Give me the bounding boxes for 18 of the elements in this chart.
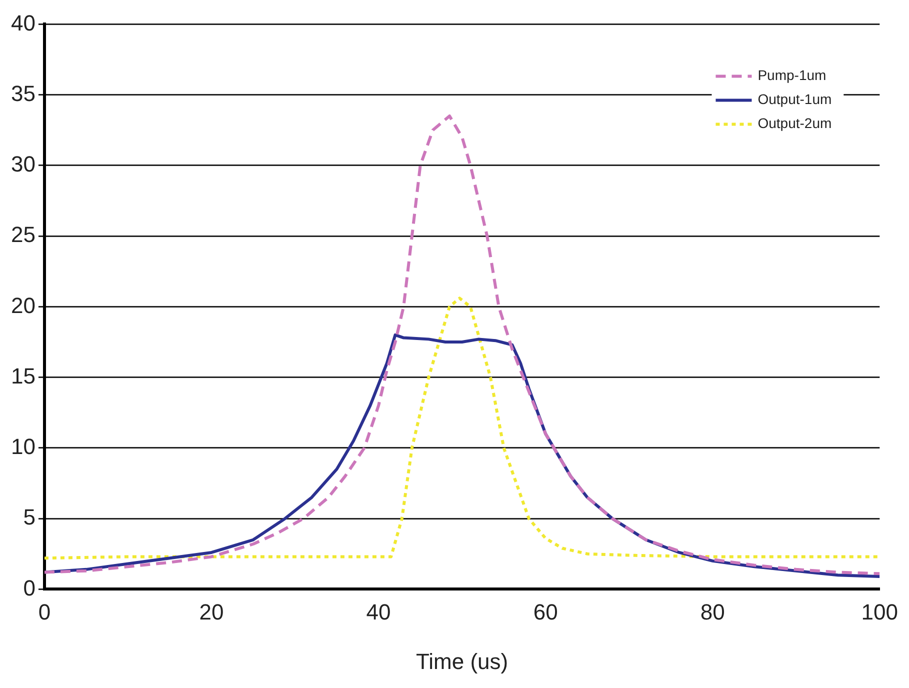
legend-label: Output-1um [758,91,832,108]
y-tick-label: 20 [10,292,36,318]
y-tick-label: 30 [10,152,36,177]
legend-label: Output-2um [758,115,832,132]
y-tick-label: 10 [10,434,36,460]
x-tick-label: 100 [861,599,898,624]
y-tick-label: 15 [10,363,36,388]
x-tick-label: 20 [199,599,224,624]
x-tick-label: 80 [700,599,725,624]
x-tick-label: 40 [366,599,391,624]
y-tick-label: 25 [10,222,36,248]
y-tick-label: 40 [10,10,36,36]
y-tick-label: 0 [23,575,36,600]
x-tick-label: 60 [533,599,558,624]
legend-label: Pump-1um [758,67,826,84]
x-axis-title: Time (us) [416,648,508,674]
y-tick-label: 5 [23,504,36,530]
y-tick-label: 35 [10,80,36,106]
